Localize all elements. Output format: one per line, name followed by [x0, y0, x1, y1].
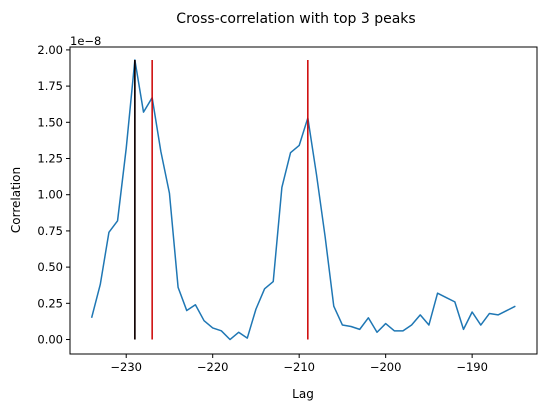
x-axis-ticks: −230 −220 −210 −200 −190 — [110, 354, 488, 374]
x-axis-label: Lag — [292, 387, 314, 401]
plot-frame — [69, 46, 538, 355]
chart-title: Cross-correlation with top 3 peaks — [176, 11, 415, 27]
y-tick-label: 0.75 — [37, 224, 63, 238]
y-tick-label: 0.25 — [37, 296, 63, 310]
x-tick-label: −230 — [110, 360, 142, 374]
plot-area — [90, 59, 516, 341]
y-tick-label: 1.50 — [37, 115, 63, 129]
series-line-0 — [90, 59, 516, 341]
y-tick-label: 2.00 — [37, 43, 63, 57]
y-axis-label: Correlation — [9, 167, 23, 233]
y-exponent-label: 1e−8 — [70, 34, 101, 48]
y-tick-label: 0.50 — [37, 260, 63, 274]
y-tick-label: 1.75 — [37, 79, 63, 93]
x-tick-label: −190 — [456, 360, 488, 374]
x-tick-label: −210 — [283, 360, 315, 374]
y-tick-label: 1.25 — [37, 152, 63, 166]
y-tick-label: 0.00 — [37, 333, 63, 347]
x-tick-label: −200 — [370, 360, 402, 374]
y-tick-label: 1.00 — [37, 188, 63, 202]
x-tick-label: −220 — [197, 360, 229, 374]
y-axis-ticks: 0.00 0.25 0.50 0.75 1.00 1.25 1.50 1.75 2.00 — [37, 43, 70, 347]
